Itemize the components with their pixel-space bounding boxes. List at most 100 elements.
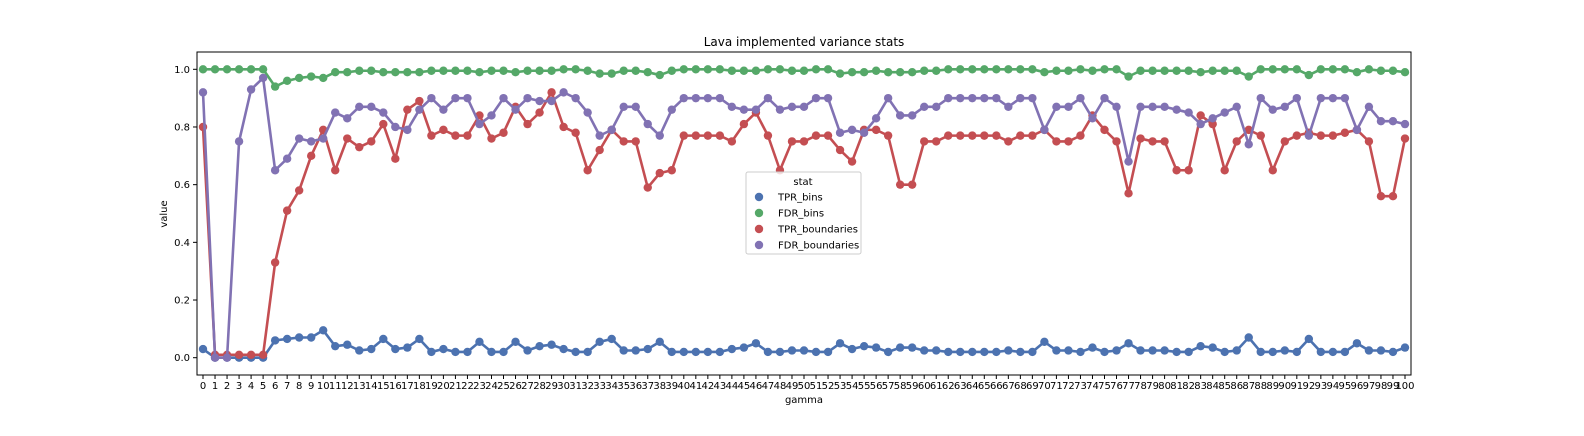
data-point — [1316, 93, 1326, 103]
data-point — [439, 125, 448, 135]
data-point — [667, 166, 676, 175]
legend-items: TPR_bins FDR_bins TPR_boundaries FDR_bounda… — [754, 193, 859, 252]
legend-label: FDR_boundaries — [778, 241, 859, 252]
data-point — [1076, 93, 1085, 103]
x-tick-label: 23 — [473, 381, 486, 392]
x-tick-label: 7 — [284, 381, 290, 392]
data-point — [1148, 346, 1157, 355]
data-point — [919, 137, 929, 146]
data-point — [1220, 166, 1229, 175]
data-point — [980, 65, 989, 74]
data-point — [583, 166, 592, 175]
data-point — [1292, 93, 1302, 103]
data-point — [1004, 65, 1013, 74]
data-point — [1388, 66, 1398, 75]
data-point — [282, 154, 292, 163]
data-point — [282, 334, 292, 344]
x-tick-label: 45 — [738, 381, 751, 392]
data-point — [703, 131, 713, 140]
data-point — [811, 65, 821, 74]
data-point — [1100, 125, 1109, 135]
data-point — [980, 131, 989, 140]
chart-title: Lava implemented variance stats — [704, 35, 905, 49]
x-tick-label: 54 — [846, 381, 859, 392]
x-tick-label: 37 — [641, 381, 654, 392]
data-point — [1196, 119, 1205, 129]
data-point — [1376, 117, 1386, 126]
data-point — [282, 76, 292, 86]
data-point — [487, 134, 496, 143]
x-tick-label: 68 — [1014, 381, 1027, 392]
data-point — [343, 340, 352, 349]
data-point — [1280, 102, 1289, 111]
data-point — [571, 65, 580, 74]
data-point — [847, 67, 857, 77]
data-point — [246, 65, 256, 74]
data-point — [1292, 347, 1302, 357]
data-point — [451, 347, 460, 357]
data-point — [1184, 166, 1193, 175]
legend-frame — [745, 171, 862, 255]
data-point — [1160, 137, 1169, 146]
x-tick-label: 18 — [413, 381, 426, 392]
data-point — [1100, 65, 1109, 74]
data-point — [823, 65, 833, 74]
data-point — [1328, 65, 1338, 74]
data-point — [1400, 134, 1410, 143]
x-tick-label: 30 — [557, 381, 570, 392]
data-point — [210, 353, 220, 362]
data-point — [1016, 65, 1025, 74]
data-point — [799, 102, 809, 111]
data-point — [559, 65, 568, 74]
data-point — [379, 334, 388, 344]
x-tick-label: 77 — [1122, 381, 1135, 392]
data-point — [859, 128, 869, 137]
x-tick-label: 14 — [365, 381, 378, 392]
data-point — [306, 333, 316, 342]
data-point — [294, 186, 304, 195]
x-tick-label: 76 — [1110, 381, 1123, 392]
data-point — [895, 180, 905, 189]
data-point — [763, 131, 773, 140]
data-point — [1016, 347, 1025, 357]
data-point — [547, 88, 556, 97]
data-point — [1400, 67, 1410, 77]
data-point — [1244, 333, 1253, 342]
data-point — [258, 65, 268, 74]
data-point — [391, 154, 400, 163]
x-tick-label: 83 — [1194, 381, 1207, 392]
x-tick-label: 80 — [1158, 381, 1171, 392]
data-point — [643, 119, 652, 129]
data-point — [1004, 137, 1013, 146]
x-tick-label: 35 — [617, 381, 630, 392]
x-tick-label: 28 — [533, 381, 546, 392]
data-point — [463, 347, 472, 357]
data-point — [535, 341, 544, 351]
data-point — [1028, 131, 1037, 140]
x-tick-label: 33 — [593, 381, 606, 392]
x-tick-label: 8 — [296, 381, 302, 392]
data-point — [739, 343, 749, 352]
data-point — [403, 105, 412, 114]
data-point — [847, 125, 857, 135]
data-point — [775, 65, 785, 74]
x-tick-label: 89 — [1266, 381, 1279, 392]
data-point — [907, 67, 917, 77]
data-point — [631, 102, 640, 111]
x-tick-label: 16 — [389, 381, 402, 392]
data-point — [1064, 66, 1073, 75]
data-point — [306, 151, 316, 161]
data-point — [655, 337, 664, 347]
data-point — [1280, 346, 1289, 355]
data-point — [775, 347, 785, 357]
data-point — [932, 137, 941, 146]
legend-marker — [754, 224, 764, 234]
x-tick-label: 26 — [509, 381, 522, 392]
data-point — [944, 347, 953, 357]
data-point — [222, 65, 232, 74]
data-point — [1172, 166, 1181, 175]
data-point — [270, 258, 280, 267]
data-point — [607, 69, 616, 78]
data-point — [715, 131, 725, 140]
